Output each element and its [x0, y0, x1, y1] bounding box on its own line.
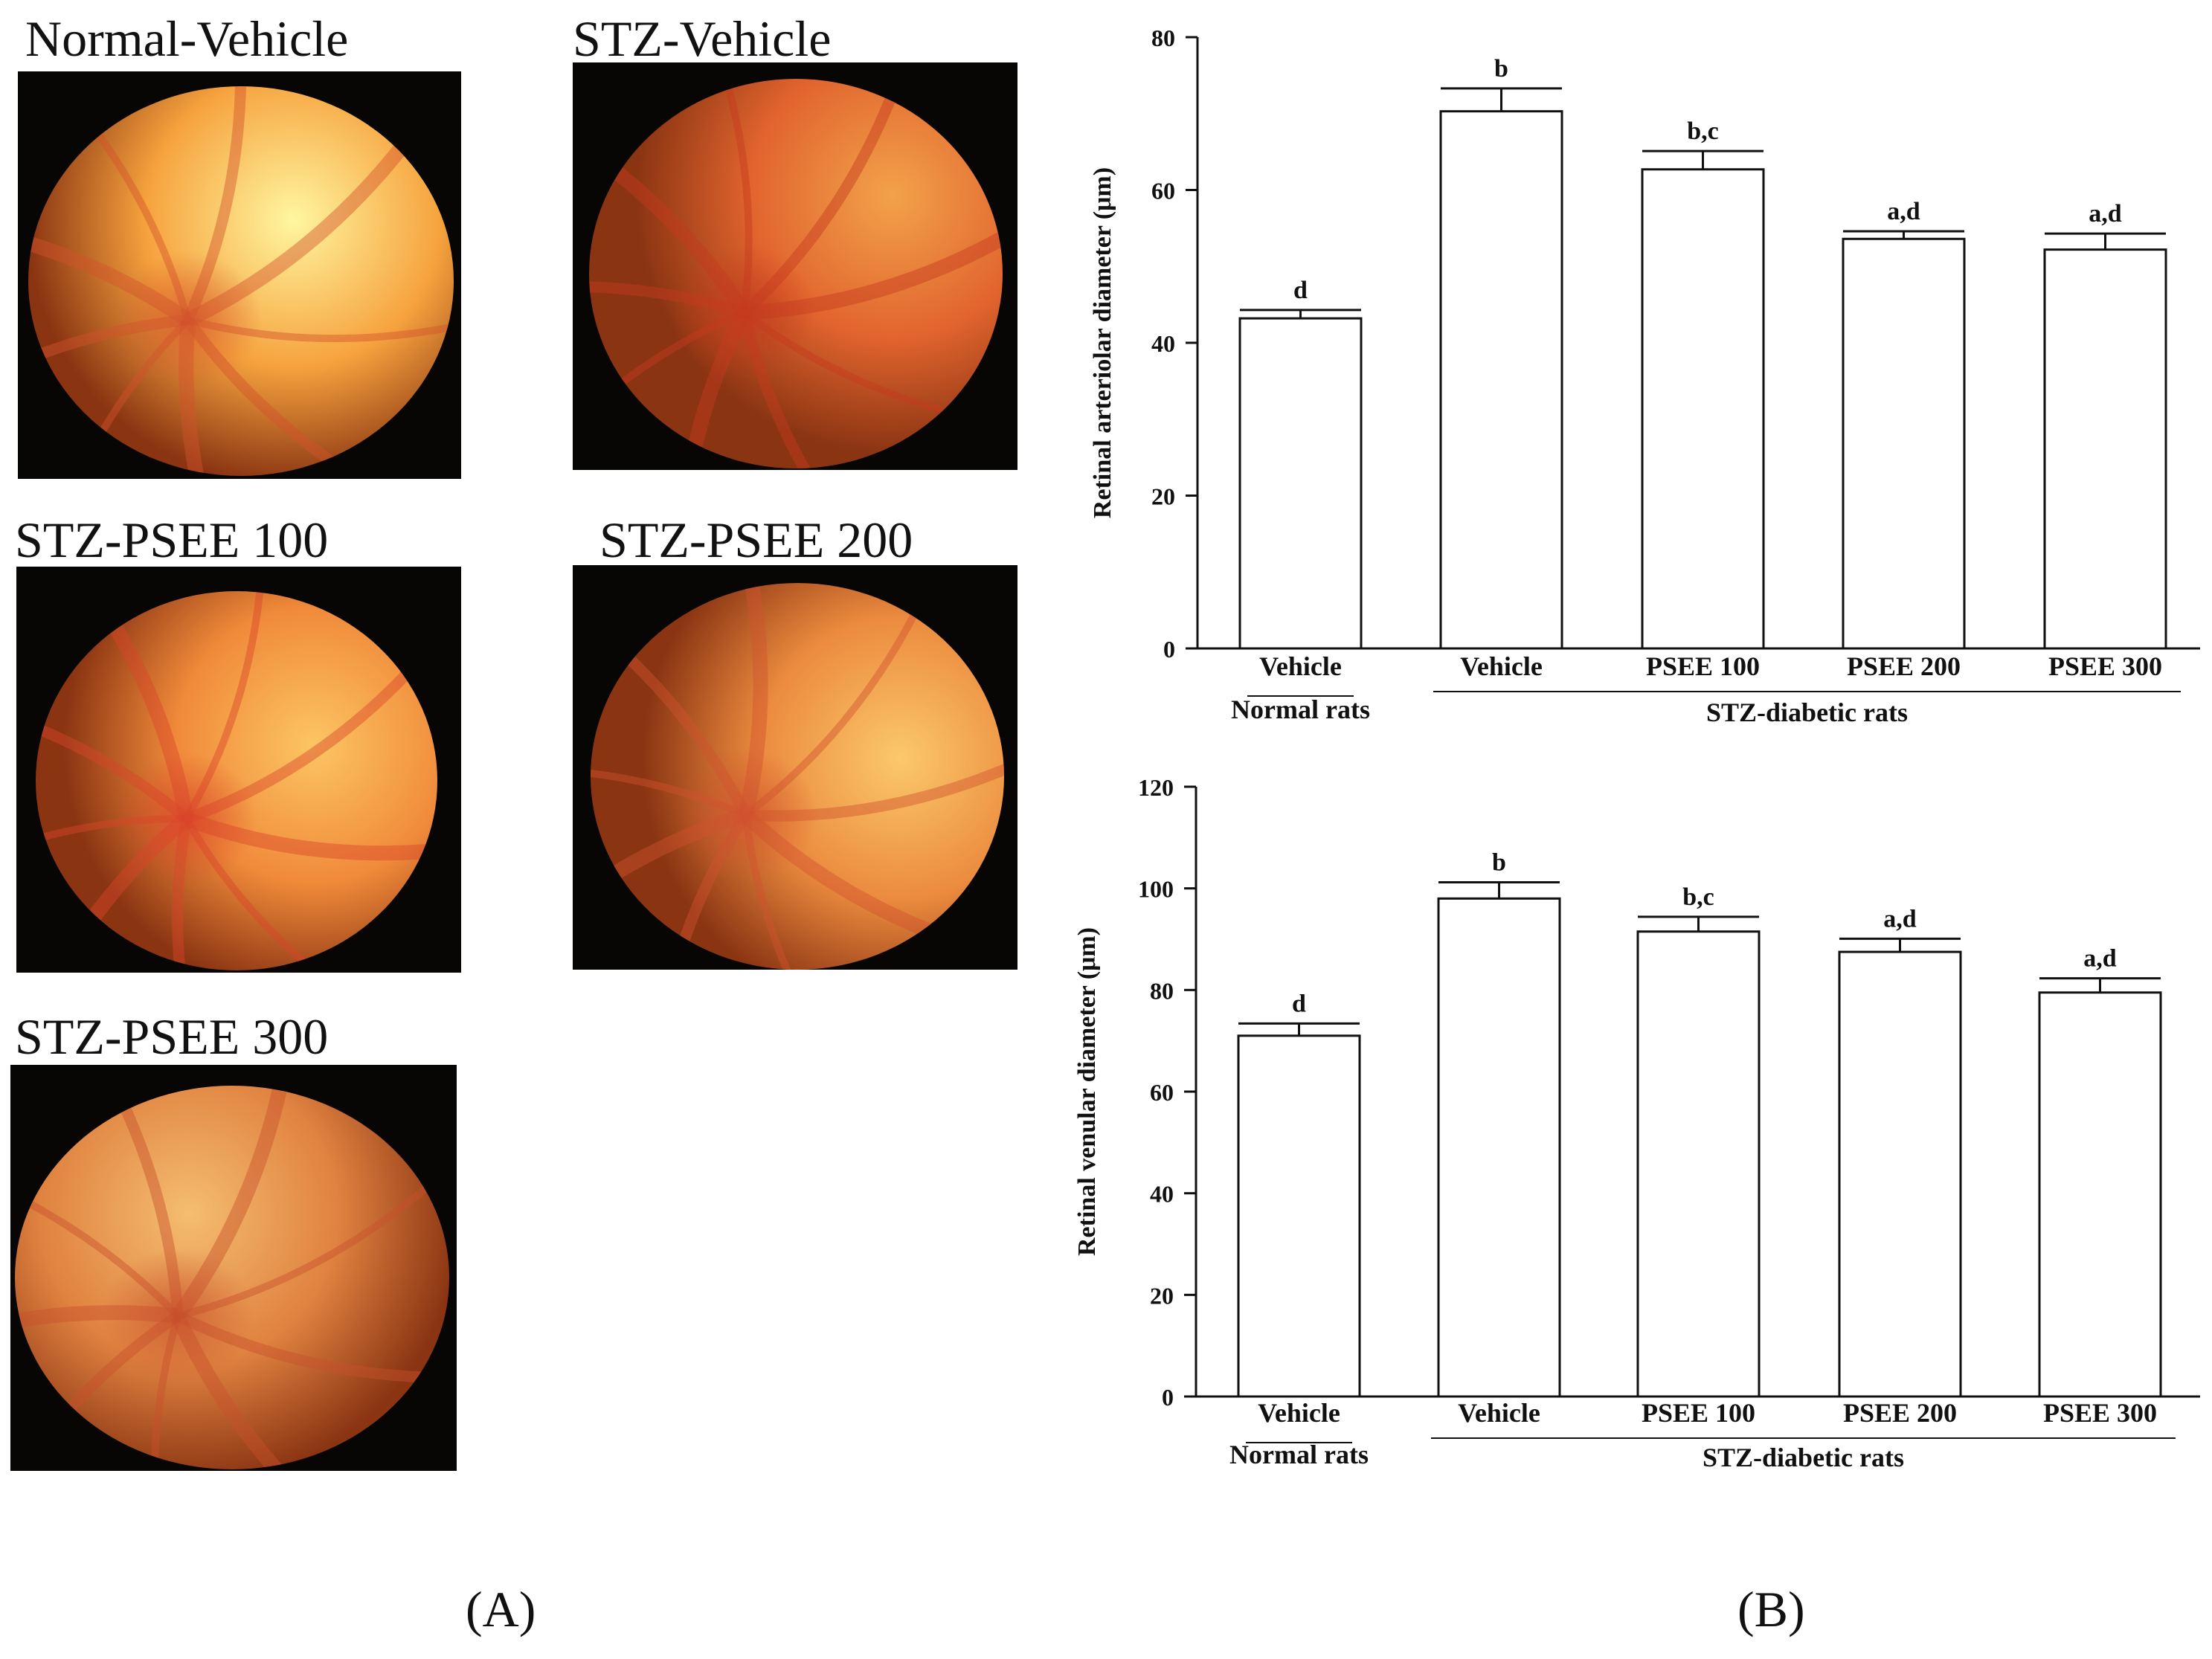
significance-label: a,d — [1883, 905, 1917, 932]
significance-label: b,c — [1687, 117, 1719, 145]
significance-label: b — [1492, 848, 1506, 876]
optic-disc — [116, 752, 257, 886]
fundus-title-stz-psee-100: STZ-PSEE 100 — [15, 512, 329, 568]
bar — [1838, 950, 1962, 1398]
y-tick-label: 100 — [1138, 876, 1174, 903]
fundus-svg-normal-vehicle — [28, 86, 454, 476]
significance-label: a,d — [2089, 200, 2122, 228]
fundus-image-stz-vehicle — [573, 62, 1017, 470]
x-tick-label: Vehicle — [1259, 651, 1342, 681]
y-axis-label: Retinal arteriolar diameter (μm) — [1089, 167, 1116, 518]
significance-label: a,d — [1887, 198, 1920, 225]
panel-label-b: (B) — [1737, 1581, 1805, 1637]
fundus-svg-stz-psee-300 — [15, 1086, 449, 1469]
y-tick-label: 20 — [1151, 483, 1175, 510]
x-tick-label: PSEE 100 — [1642, 1398, 1755, 1428]
bar — [1237, 1034, 1361, 1398]
optic-disc — [673, 747, 818, 883]
y-tick-label: 20 — [1150, 1282, 1174, 1309]
optic-disc — [113, 251, 263, 389]
fundus-image-stz-psee-200 — [573, 565, 1017, 970]
y-tick-label: 120 — [1138, 774, 1174, 801]
bar — [2038, 991, 2162, 1398]
bar — [1439, 110, 1563, 650]
x-tick-label: PSEE 200 — [1843, 1398, 1957, 1428]
x-tick-label: PSEE 200 — [1847, 651, 1961, 681]
retinal-vessels — [15, 1086, 449, 1469]
retinal-vessels — [591, 583, 1004, 970]
optic-disc — [672, 244, 817, 381]
fundus-image-normal-vehicle — [18, 71, 461, 479]
optic-disc — [101, 1249, 254, 1383]
bar — [2043, 248, 2167, 650]
bar — [1437, 897, 1561, 1398]
bar — [1842, 237, 1966, 650]
y-tick-label: 40 — [1150, 1181, 1174, 1208]
fundus-title-normal-vehicle: Normal-Vehicle — [25, 10, 349, 67]
group-label-stz: STZ-diabetic rats — [1703, 1443, 1904, 1472]
arteriolar-chart: 0 20 40 60 80 Retinal arteriolar diameter (μm… — [1089, 25, 2200, 727]
y-tick-label: 40 — [1151, 330, 1175, 357]
x-tick-label: Vehicle — [1458, 1398, 1540, 1428]
significance-label: d — [1293, 277, 1308, 304]
y-tick-label: 80 — [1150, 977, 1174, 1004]
venular-chart: 0 20 40 60 80 100 120 Retinal venular diameter … — [1073, 774, 2200, 1472]
fundus-title-stz-psee-200: STZ-PSEE 200 — [599, 512, 913, 568]
significance-label: d — [1292, 990, 1306, 1017]
fundus-svg-stz-psee-100 — [36, 591, 437, 970]
y-tick-label: 0 — [1163, 636, 1175, 663]
x-tick-label: PSEE 300 — [2043, 1398, 2157, 1428]
x-tick-label: Vehicle — [1460, 651, 1543, 681]
group-label-normal: Normal rats — [1231, 695, 1370, 724]
bar — [1238, 317, 1363, 650]
x-tick-label: PSEE 100 — [1646, 651, 1760, 681]
fundus-image-stz-psee-300 — [10, 1065, 457, 1471]
bar — [1641, 168, 1765, 650]
significance-label: a,d — [2083, 945, 2117, 973]
significance-label: b — [1494, 55, 1508, 83]
fundus-svg-stz-vehicle — [589, 79, 1003, 468]
fundus-title-stz-vehicle: STZ-Vehicle — [573, 10, 832, 67]
fundus-svg-stz-psee-200 — [591, 583, 1004, 970]
x-tick-label: Vehicle — [1258, 1398, 1340, 1428]
fundus-title-stz-psee-300: STZ-PSEE 300 — [15, 1008, 329, 1065]
x-tick-label: PSEE 300 — [2048, 651, 2162, 681]
y-tick-label: 60 — [1150, 1079, 1174, 1106]
fundus-image-stz-psee-100 — [16, 567, 461, 973]
significance-label: b,c — [1682, 883, 1714, 911]
group-label-stz: STZ-diabetic rats — [1706, 698, 1908, 727]
bar — [1636, 930, 1761, 1398]
y-tick-label: 0 — [1162, 1384, 1174, 1411]
y-axis-label: Retinal venular diameter (μm) — [1073, 927, 1101, 1256]
y-tick-label: 60 — [1151, 178, 1175, 204]
group-label-normal: Normal rats — [1229, 1440, 1369, 1469]
y-tick-label: 80 — [1151, 25, 1175, 51]
panel-label-a: (A) — [466, 1581, 536, 1637]
